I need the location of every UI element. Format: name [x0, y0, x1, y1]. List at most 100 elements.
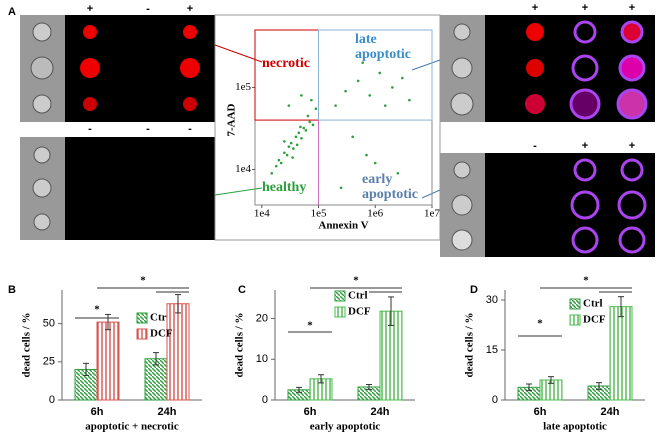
quadrant-label: early apoptotic	[362, 172, 418, 202]
gate	[318, 29, 433, 121]
point	[277, 158, 281, 162]
significance: *	[140, 275, 146, 287]
y-tick-label: 0	[49, 394, 55, 406]
x-tick-label: 1e7	[424, 208, 440, 220]
significance: *	[94, 304, 100, 316]
flow-frame	[214, 14, 441, 241]
bar	[609, 306, 633, 401]
x-axis-label: late apoptotic	[543, 421, 607, 433]
panel-label: D	[470, 284, 478, 296]
sign: +	[629, 140, 635, 152]
y-tick-label: 30	[486, 294, 498, 306]
sign: +	[629, 2, 635, 14]
legend-swatch	[136, 328, 148, 340]
y-tick-label: 0	[492, 394, 498, 406]
y-tick-label: 1e4	[235, 163, 251, 175]
point	[287, 145, 291, 148]
point	[302, 126, 306, 130]
point	[378, 71, 382, 75]
point	[291, 156, 294, 159]
point	[373, 161, 377, 165]
sign: +	[532, 2, 538, 14]
point	[356, 79, 360, 83]
point	[368, 94, 372, 97]
sign: -	[146, 3, 150, 15]
y-tick-label: 15	[486, 344, 498, 356]
sign: +	[582, 140, 588, 152]
sign: -	[146, 123, 150, 135]
legend-swatch	[334, 290, 346, 302]
significance: *	[537, 318, 543, 330]
x-tick-label: 1e6	[367, 208, 383, 220]
x-tick-label: 24h	[601, 406, 620, 418]
point	[408, 98, 411, 102]
bar	[166, 303, 190, 401]
y-axis-label: dead cells / %	[234, 312, 246, 377]
point	[396, 171, 400, 175]
legend-swatch	[569, 314, 581, 326]
y-tick-label: 50	[43, 318, 55, 330]
panel-label: B	[8, 284, 16, 296]
sign: -	[533, 140, 537, 152]
point	[310, 98, 313, 102]
quadrant-label: healthy	[262, 180, 307, 195]
point	[344, 89, 347, 93]
x-tick-label: 24h	[158, 406, 177, 418]
quadrant-label: late apoptotic	[355, 32, 411, 62]
legend-label: Ctrl	[150, 312, 170, 324]
y-axis-label: dead cells / %	[21, 312, 33, 377]
x-tick-label: 6h	[91, 406, 104, 418]
sign: -	[88, 123, 92, 135]
x-tick-label: 1e5	[311, 208, 327, 220]
significance: *	[583, 275, 589, 287]
point	[297, 131, 301, 135]
bar	[96, 321, 120, 401]
sign: +	[582, 2, 588, 14]
point	[339, 186, 343, 190]
sign: -	[188, 123, 192, 135]
x-axis-label: early apoptotic	[310, 421, 381, 433]
y-axis-label: 7-AAD	[226, 103, 238, 136]
x-tick-label: 6h	[534, 406, 547, 418]
x-axis-label: Annexin V	[318, 220, 368, 232]
significance: *	[353, 275, 359, 287]
legend-label: Ctrl	[348, 290, 368, 302]
point	[365, 153, 368, 157]
x-tick-label: 6h	[304, 406, 317, 418]
panel-label: C	[238, 284, 246, 296]
point	[300, 94, 303, 97]
point	[314, 107, 318, 111]
legend-swatch	[569, 298, 581, 310]
panel-label: A	[8, 6, 16, 18]
significance: *	[307, 320, 313, 332]
x-tick-label: 1e4	[254, 208, 270, 220]
point	[401, 76, 404, 80]
point	[283, 140, 286, 143]
point	[289, 141, 293, 145]
y-axis-label: dead cells / %	[464, 312, 476, 377]
point	[287, 104, 291, 107]
point	[383, 104, 387, 107]
legend-label: DCF	[583, 314, 606, 326]
point	[294, 135, 298, 139]
point	[300, 137, 303, 140]
legend-swatch	[136, 312, 148, 324]
point	[274, 164, 278, 168]
quadrant-label: necrotic	[262, 56, 310, 71]
point	[299, 125, 302, 129]
x-tick-label: 24h	[371, 406, 390, 418]
point	[308, 120, 312, 124]
point	[361, 61, 364, 64]
point	[279, 161, 283, 165]
sign: +	[187, 3, 193, 15]
point	[351, 135, 354, 139]
point	[295, 143, 299, 147]
legend-label: DCF	[348, 306, 371, 318]
point	[391, 86, 394, 89]
point	[311, 123, 315, 127]
point	[285, 153, 289, 157]
legend-label: DCF	[150, 328, 173, 340]
y-tick-label: 25	[43, 356, 55, 368]
